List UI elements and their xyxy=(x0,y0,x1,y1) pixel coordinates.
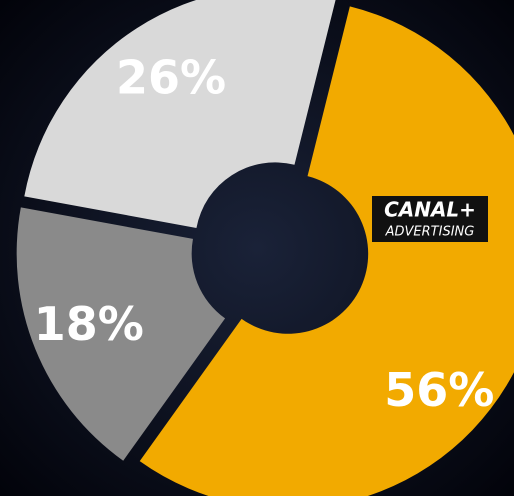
logo-sub: ADVERTISING xyxy=(385,225,475,240)
slice xyxy=(24,0,336,228)
slice xyxy=(16,207,226,461)
slice xyxy=(139,6,514,496)
value-label: 18% xyxy=(34,297,144,351)
value-label: 56% xyxy=(384,363,494,417)
logo-brand: CANAL+ xyxy=(384,198,476,222)
slices xyxy=(16,0,514,496)
labels: 56% 18% 26% xyxy=(34,51,495,418)
value-label: 26% xyxy=(116,51,226,105)
logo-box xyxy=(372,196,488,242)
logo: CANAL+ ADVERTISING xyxy=(372,196,488,242)
